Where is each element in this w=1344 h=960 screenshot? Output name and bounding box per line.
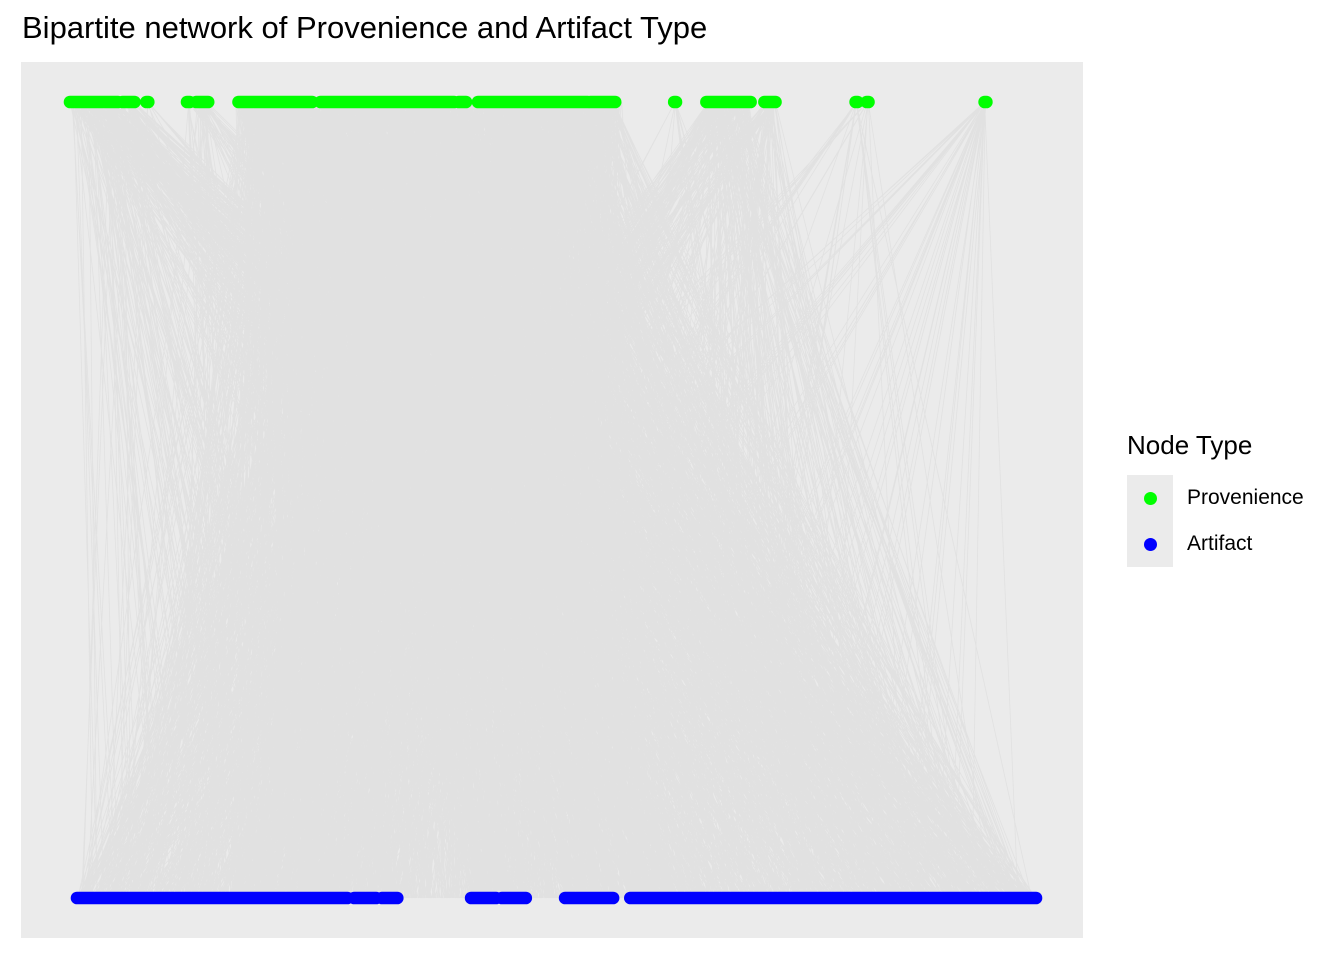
legend-dot-artifact-icon	[1143, 537, 1157, 551]
legend-title: Node Type	[1127, 430, 1253, 460]
legend: Node Type Provenience Artifact	[1127, 430, 1304, 567]
chart-title: Bipartite network of Provenience and Art…	[22, 10, 708, 45]
legend-label-artifact: Artifact	[1187, 532, 1253, 555]
edge-layer	[69, 101, 1037, 899]
plot-panel	[21, 62, 1083, 938]
legend-dot-provenience-icon	[1143, 491, 1157, 505]
legend-label-provenience: Provenience	[1187, 486, 1304, 509]
legend-key-provenience	[1127, 475, 1173, 521]
legend-item-artifact: Artifact	[1127, 521, 1304, 567]
legend-key-artifact	[1127, 521, 1173, 567]
network-edges	[69, 101, 1037, 899]
legend-item-provenience: Provenience	[1127, 475, 1304, 521]
